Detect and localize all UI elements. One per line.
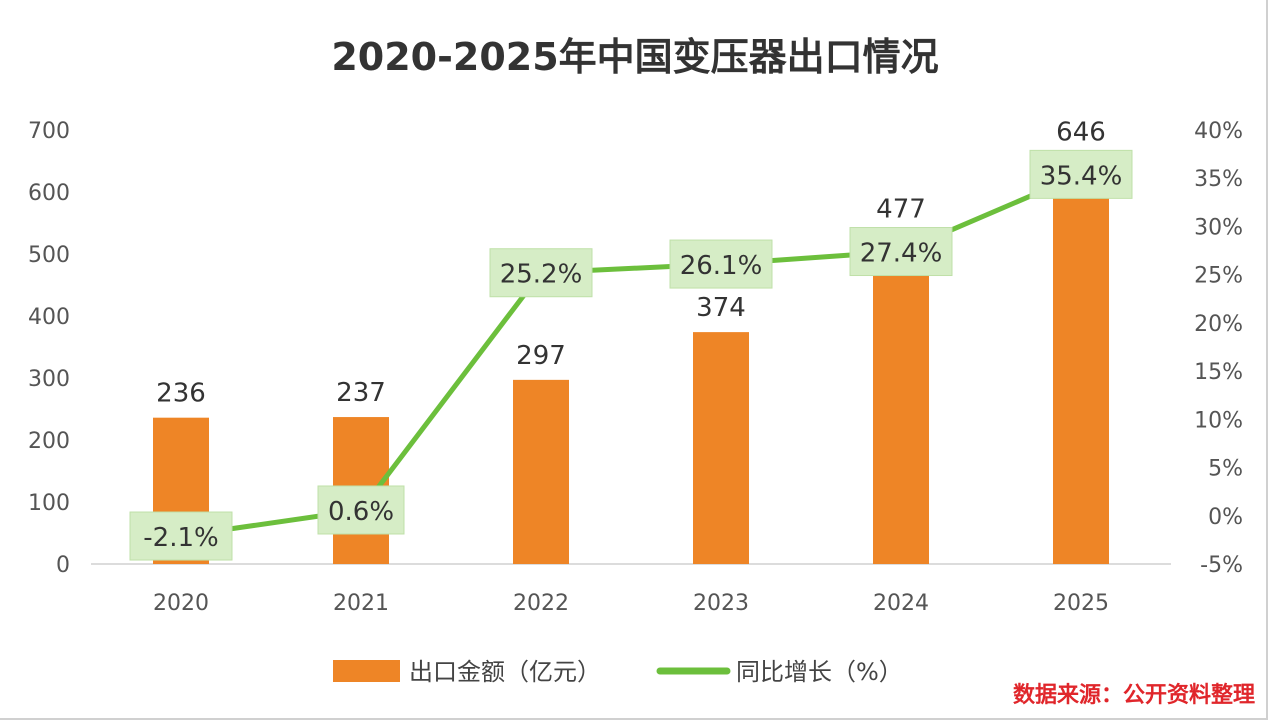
axes: 0 100 200 300 400 500 600 700 -5% 0% 5% 10% 15% 20% 25… [28,119,1243,616]
legend-label-line: 同比增长（%） [736,658,903,686]
y-left-tick-label: 0 [56,553,70,578]
growth-label-box [669,239,773,289]
y-left-tick-label: 700 [28,119,70,144]
y-left-tick-label: 600 [28,181,70,206]
x-tick-label: 2023 [693,591,749,616]
growth-value-label: 26.1% [680,251,763,281]
y-left-tick-label: 400 [28,305,70,330]
y-right-tick-label: 40% [1194,119,1243,144]
x-tick-label: 2021 [333,591,389,616]
y-left-tick-label: 500 [28,243,70,268]
source-note: 数据来源：公开资料整理 [1013,682,1255,708]
y-right-tick-label: 25% [1194,264,1243,289]
growth-label-box [489,248,593,298]
growth-value-label: 27.4% [860,239,943,269]
y-right-tick-label: 20% [1194,312,1243,337]
x-tick-label: 2022 [513,591,569,616]
growth-value-label: -2.1% [143,523,218,553]
bar-value-label: 374 [696,293,746,323]
y-right-tick-label: 30% [1194,215,1243,240]
legend-swatch-bar [333,660,400,682]
legend-label-bar: 出口金额（亿元） [409,658,601,686]
growth-value-label: 0.6% [328,497,394,527]
y-right-tick-label: 15% [1194,360,1243,385]
bar-value-label: 237 [336,378,386,408]
x-tick-label: 2020 [153,591,209,616]
bar [513,379,569,564]
y-left-tick-label: 200 [28,429,70,454]
y-left-tick-label: 300 [28,367,70,392]
growth-label-box [129,511,233,561]
bar-value-label: 236 [156,379,206,409]
growth-label-box [317,485,405,535]
y-right-tick-label: -5% [1200,553,1243,578]
y-right-tick-label: 35% [1194,167,1243,192]
bar [1053,163,1109,565]
x-tick-label: 2024 [873,591,929,616]
bar-value-label: 477 [876,195,926,225]
growth-label-box [849,227,953,277]
x-tick-label: 2025 [1053,591,1109,616]
legend: 出口金额（亿元） 同比增长（%） [333,658,903,686]
bar-value-label: 297 [516,341,566,371]
y-right-tick-label: 10% [1194,408,1243,433]
bar [873,268,929,564]
growth-value-label: 35.4% [1040,161,1123,191]
y-left-tick-label: 100 [28,491,70,516]
growth-value-label: 25.2% [500,260,583,290]
y-right-tick-label: 5% [1208,457,1243,482]
y-right-tick-label: 0% [1208,505,1243,530]
bar [693,332,749,564]
growth-label-box [1029,149,1133,199]
data-labels: 236 237 297 374 477 646 -2.1% 0.6% 25.2% 26.1% 27.… [129,117,1133,561]
chart-title: 2020-2025年中国变压器出口情况 [331,35,938,79]
bar-value-label: 646 [1056,117,1106,147]
